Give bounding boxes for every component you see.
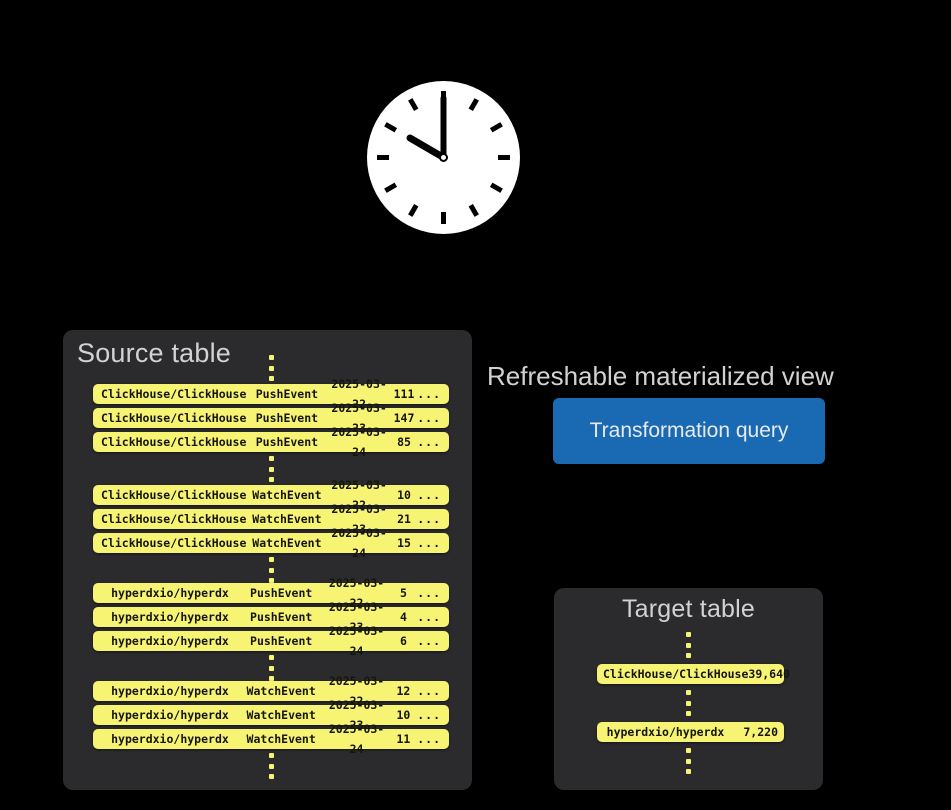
cell-date: 2025-03-24 bbox=[331, 526, 387, 560]
cell-repo: hyperdxio/hyperdx bbox=[111, 708, 229, 722]
cell-event: PushEvent bbox=[255, 435, 319, 449]
ellipsis-dots bbox=[269, 655, 274, 681]
cell-repo: hyperdxio/hyperdx bbox=[111, 586, 229, 600]
table-row: hyperdxio/hyperdx 7,220 bbox=[597, 722, 784, 742]
cell-event: PushEvent bbox=[250, 610, 313, 624]
cell-more: ... bbox=[417, 732, 441, 746]
ellipsis-dots bbox=[269, 456, 274, 482]
ellipsis-dots bbox=[686, 690, 691, 716]
cell-date: 2025-03-23 bbox=[328, 698, 385, 732]
cell-count: 85 bbox=[397, 435, 411, 449]
cell-repo: ClickHouse/ClickHouse bbox=[101, 488, 247, 502]
cell-date: 2025-03-22 bbox=[328, 576, 385, 610]
cell-count: 6 bbox=[399, 634, 407, 648]
cell-more: ... bbox=[417, 684, 441, 698]
ellipsis-dots bbox=[686, 748, 691, 774]
cell-repo: hyperdxio/hyperdx bbox=[111, 634, 229, 648]
cell-event: WatchEvent bbox=[252, 488, 322, 502]
table-row: hyperdxio/hyperdx PushEvent 2025-03-24 6… bbox=[93, 624, 449, 658]
table-row: ClickHouse/ClickHouse WatchEvent 2025-03… bbox=[93, 478, 449, 512]
cell-more: ... bbox=[417, 634, 441, 648]
target-table-panel: Target table ClickHouse/ClickHouse 39,64… bbox=[554, 588, 823, 790]
cell-event: WatchEvent bbox=[246, 732, 316, 746]
cell-event: WatchEvent bbox=[252, 536, 322, 550]
table-row: ClickHouse/ClickHouse WatchEvent 2025-03… bbox=[93, 526, 449, 560]
table-row: hyperdxio/hyperdx WatchEvent 2025-03-23 … bbox=[93, 698, 449, 732]
table-row: ClickHouse/ClickHouse PushEvent 2025-03-… bbox=[93, 425, 449, 459]
cell-count: 7,220 bbox=[743, 725, 778, 739]
cell-count: 4 bbox=[399, 610, 407, 624]
table-row: ClickHouse/ClickHouse WatchEvent 2025-03… bbox=[93, 502, 449, 536]
cell-count: 39,640 bbox=[748, 667, 790, 681]
cell-count: 10 bbox=[396, 708, 411, 722]
cell-event: PushEvent bbox=[255, 411, 319, 425]
cell-date: 2025-03-23 bbox=[328, 600, 385, 634]
cell-date: 2025-03-22 bbox=[328, 674, 385, 708]
cell-event: PushEvent bbox=[250, 586, 313, 600]
cell-more: ... bbox=[417, 488, 441, 502]
cell-repo: ClickHouse/ClickHouse bbox=[603, 667, 749, 681]
cell-event: WatchEvent bbox=[252, 512, 322, 526]
cell-repo: ClickHouse/ClickHouse bbox=[101, 512, 247, 526]
cell-event: WatchEvent bbox=[246, 684, 316, 698]
cell-count: 111 bbox=[393, 387, 415, 401]
ellipsis-dots bbox=[686, 632, 691, 658]
cell-more: ... bbox=[417, 435, 441, 449]
source-table-panel: Source table ClickHouse/ClickHouse PushE… bbox=[63, 330, 472, 790]
cell-date: 2025-03-22 bbox=[331, 478, 387, 512]
transformation-query-box[interactable]: Transformation query bbox=[553, 398, 825, 464]
cell-more: ... bbox=[417, 586, 441, 600]
table-row: hyperdxio/hyperdx PushEvent 2025-03-22 5… bbox=[93, 576, 449, 610]
cell-count: 10 bbox=[397, 488, 411, 502]
cell-repo: ClickHouse/ClickHouse bbox=[101, 536, 247, 550]
cell-repo: hyperdxio/hyperdx bbox=[111, 610, 229, 624]
cell-more: ... bbox=[417, 610, 441, 624]
cell-count: 21 bbox=[397, 512, 411, 526]
cell-repo: hyperdxio/hyperdx bbox=[111, 732, 229, 746]
cell-more: ... bbox=[417, 536, 441, 550]
table-row: ClickHouse/ClickHouse 39,640 bbox=[597, 664, 790, 684]
cell-date: 2025-03-24 bbox=[331, 425, 387, 459]
refreshable-materialized-view-label: Refreshable materialized view bbox=[487, 361, 834, 391]
clock-icon bbox=[367, 81, 520, 234]
cell-repo: ClickHouse/ClickHouse bbox=[101, 387, 247, 401]
target-table-title: Target table bbox=[621, 595, 756, 623]
cell-event: PushEvent bbox=[250, 634, 313, 648]
source-table-title: Source table bbox=[77, 338, 231, 368]
cell-repo: hyperdxio/hyperdx bbox=[606, 725, 725, 739]
cell-date: 2025-03-24 bbox=[328, 624, 385, 658]
transformation-query-label: Transformation query bbox=[589, 419, 789, 442]
ellipsis-dots bbox=[269, 753, 274, 779]
table-row: hyperdxio/hyperdx WatchEvent 2025-03-24 … bbox=[93, 722, 449, 756]
table-row: hyperdxio/hyperdx WatchEvent 2025-03-22 … bbox=[93, 674, 449, 708]
table-row: hyperdxio/hyperdx PushEvent 2025-03-23 4… bbox=[93, 600, 449, 634]
cell-more: ... bbox=[417, 512, 441, 526]
cell-count: 147 bbox=[393, 411, 415, 425]
cell-date: 2025-03-24 bbox=[328, 722, 385, 756]
cell-date: 2025-03-23 bbox=[331, 502, 387, 536]
cell-repo: ClickHouse/ClickHouse bbox=[101, 411, 247, 425]
cell-count: 15 bbox=[397, 536, 411, 550]
cell-count: 5 bbox=[399, 586, 407, 600]
cell-more: ... bbox=[417, 387, 441, 401]
cell-event: PushEvent bbox=[255, 387, 319, 401]
cell-event: WatchEvent bbox=[246, 708, 316, 722]
cell-count: 12 bbox=[396, 684, 411, 698]
table-row: ClickHouse/ClickHouse PushEvent 2025-03-… bbox=[93, 401, 449, 435]
cell-date: 2025-03-23 bbox=[331, 401, 387, 435]
table-row: ClickHouse/ClickHouse PushEvent 2025-03-… bbox=[93, 377, 449, 411]
cell-more: ... bbox=[417, 708, 441, 722]
cell-repo: hyperdxio/hyperdx bbox=[111, 684, 229, 698]
cell-repo: ClickHouse/ClickHouse bbox=[101, 435, 247, 449]
ellipsis-dots bbox=[269, 355, 274, 381]
cell-more: ... bbox=[417, 411, 441, 425]
ellipsis-dots bbox=[269, 557, 274, 583]
cell-date: 2025-03-22 bbox=[331, 377, 387, 411]
cell-count: 11 bbox=[396, 732, 411, 746]
